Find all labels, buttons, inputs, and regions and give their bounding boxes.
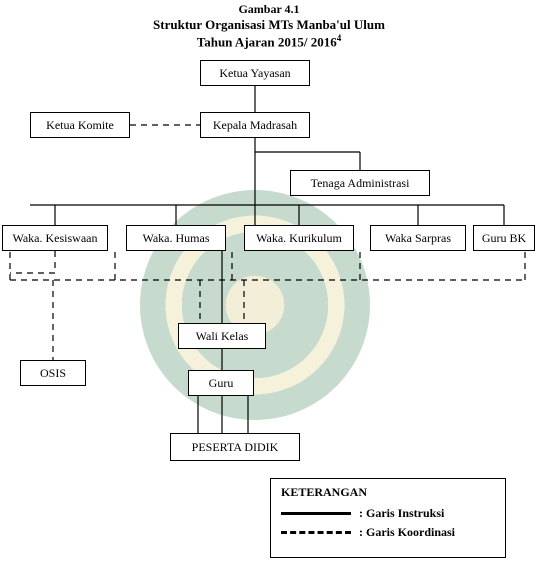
chart-title: Struktur Organisasi MTs Manba'ul Ulum: [0, 17, 538, 33]
legend-label-dashed: : Garis Koordinasi: [359, 525, 455, 540]
figure-number: Gambar 4.1: [0, 2, 538, 17]
node-wali-kelas: Wali Kelas: [178, 323, 266, 349]
node-waka-kurikulum: Waka. Kurikulum: [244, 225, 354, 251]
header: Gambar 4.1 Struktur Organisasi MTs Manba…: [0, 2, 538, 50]
node-waka-kesiswaan: Waka. Kesiswaan: [2, 225, 108, 251]
legend-row-dashed: : Garis Koordinasi: [281, 525, 495, 540]
node-waka-humas: Waka. Humas: [126, 225, 226, 251]
legend-line-solid-icon: [281, 512, 351, 515]
subtitle-footnote: 4: [337, 33, 342, 43]
legend-line-dashed-icon: [281, 531, 351, 534]
node-tenaga-administrasi: Tenaga Administrasi: [290, 170, 430, 196]
legend-row-solid: : Garis Instruksi: [281, 506, 495, 521]
node-ketua-komite: Ketua Komite: [30, 112, 130, 138]
node-osis: OSIS: [20, 360, 86, 386]
node-peserta-didik: PESERTA DIDIK: [170, 433, 300, 461]
subtitle-text: Tahun Ajaran 2015/ 2016: [197, 34, 337, 49]
node-waka-sarpras: Waka Sarpras: [370, 225, 466, 251]
node-guru: Guru: [188, 370, 254, 396]
node-guru-bk: Guru BK: [473, 225, 535, 251]
legend-title: KETERANGAN: [281, 485, 495, 500]
legend: KETERANGAN : Garis Instruksi : Garis Koo…: [270, 478, 506, 558]
node-kepala-madrasah: Kepala Madrasah: [200, 112, 310, 138]
legend-label-solid: : Garis Instruksi: [359, 506, 444, 521]
node-ketua-yayasan: Ketua Yayasan: [200, 60, 310, 86]
chart-subtitle: Tahun Ajaran 2015/ 20164: [0, 33, 538, 50]
